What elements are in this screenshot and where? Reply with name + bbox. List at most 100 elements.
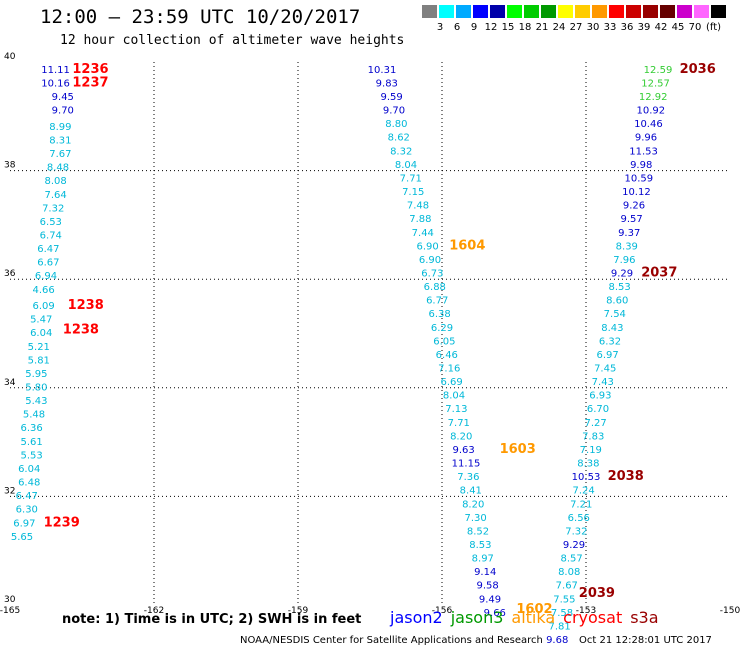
wave-height-label: 7.13 bbox=[445, 404, 467, 415]
wave-height-label: 9.45 bbox=[52, 92, 74, 103]
wave-height-label: 5.43 bbox=[25, 396, 47, 407]
x-tick-label: -150 bbox=[720, 606, 740, 616]
wave-height-label: 7.96 bbox=[613, 255, 635, 266]
wave-height-label: 7.45 bbox=[594, 364, 616, 375]
wave-height-label: 7.55 bbox=[553, 594, 575, 605]
wave-height-label: 8.31 bbox=[49, 135, 71, 146]
color-scale-swatch bbox=[473, 5, 489, 18]
color-scale-swatch bbox=[558, 5, 574, 18]
wave-height-label: 5.53 bbox=[20, 450, 42, 461]
wave-height-label: 8.43 bbox=[601, 323, 623, 334]
pass-time-label: 2039 bbox=[579, 586, 615, 601]
x-tick-label: -156 bbox=[432, 606, 453, 616]
timestamp-text: Oct 21 12:28:01 UTC 2017 bbox=[579, 635, 712, 646]
x-tick-label: -153 bbox=[576, 606, 596, 616]
color-scale-label: 33 bbox=[603, 22, 617, 33]
wave-height-label: 6.53 bbox=[40, 217, 62, 228]
pass-time-label: 1602 bbox=[516, 602, 552, 617]
wave-height-label: 7.81 bbox=[548, 621, 570, 632]
x-tick-label: -162 bbox=[144, 606, 164, 616]
wave-height-label: 6.04 bbox=[30, 328, 52, 339]
credit-text: NOAA/NESDIS Center for Satellite Applica… bbox=[240, 635, 543, 646]
wave-height-label: 11.53 bbox=[629, 146, 658, 157]
wave-height-label: 6.94 bbox=[35, 271, 57, 282]
wave-height-label: 6.74 bbox=[40, 230, 62, 241]
x-tick-label: -159 bbox=[288, 606, 309, 616]
color-scale-label: 24 bbox=[552, 22, 566, 33]
color-scale-label: 27 bbox=[569, 22, 583, 33]
wave-height-label: 9.57 bbox=[620, 214, 642, 225]
wave-height-label: 8.08 bbox=[558, 567, 580, 578]
color-scale-swatch bbox=[711, 5, 727, 18]
wave-height-label: 6.90 bbox=[419, 255, 441, 266]
color-scale-swatch bbox=[456, 5, 472, 18]
color-scale-swatch bbox=[677, 5, 693, 18]
wave-height-label: 10.59 bbox=[624, 173, 653, 184]
wave-height-label: 8.57 bbox=[560, 554, 582, 565]
wave-height-label: 7.67 bbox=[556, 581, 578, 592]
wave-height-label: 6.73 bbox=[421, 268, 443, 279]
wave-height-label: 6.09 bbox=[32, 301, 54, 312]
color-scale-swatch bbox=[490, 5, 506, 18]
wave-height-label: 5.80 bbox=[25, 383, 47, 394]
wave-height-label: 6.97 bbox=[13, 518, 35, 529]
wave-height-label: 6.38 bbox=[428, 309, 450, 320]
wave-height-label: 7.15 bbox=[402, 187, 424, 198]
legend-entry: s3a bbox=[630, 608, 659, 627]
wave-height-label: 10.53 bbox=[572, 472, 601, 483]
wave-height-label: 6.97 bbox=[596, 350, 618, 361]
color-scale-label: 6 bbox=[453, 22, 461, 33]
pass-time-label: 1604 bbox=[449, 238, 485, 253]
pass-time-label: 1236 bbox=[72, 62, 108, 77]
wave-height-label: 8.38 bbox=[577, 459, 599, 470]
color-scale-label: 15 bbox=[501, 22, 515, 33]
wave-height-label: 6.90 bbox=[416, 241, 438, 252]
wave-height-label: 11.11 bbox=[41, 65, 70, 76]
wave-height-label: 8.32 bbox=[390, 146, 412, 157]
color-scale-swatch bbox=[660, 5, 676, 18]
wave-height-label: 8.97 bbox=[472, 554, 494, 565]
wave-height-label: 6.56 bbox=[568, 513, 590, 524]
wave-height-label: 9.37 bbox=[618, 228, 640, 239]
wave-height-label: 12.57 bbox=[641, 78, 670, 89]
wave-height-label: 7.44 bbox=[412, 228, 434, 239]
y-tick-label: 32 bbox=[4, 486, 15, 496]
wave-height-label: 9.63 bbox=[452, 445, 474, 456]
wave-height-label: 8.20 bbox=[462, 499, 484, 510]
legend-entry: jason3 bbox=[450, 608, 504, 627]
pass-time-label: 1239 bbox=[44, 515, 80, 530]
wave-height-label: 6.93 bbox=[589, 391, 611, 402]
wave-height-label: 6.47 bbox=[16, 491, 38, 502]
wave-height-label: 9.83 bbox=[376, 78, 398, 89]
wave-height-label: 8.08 bbox=[44, 176, 66, 187]
wave-height-label: 7.58 bbox=[551, 608, 573, 619]
satellite-legend: jason2 jason3 altika cryosat s3a bbox=[390, 608, 667, 627]
wave-height-label: 8.39 bbox=[616, 241, 638, 252]
pass-time-label: 2036 bbox=[680, 62, 716, 77]
wave-height-label: 10.16 bbox=[41, 78, 70, 89]
color-scale-swatch bbox=[524, 5, 540, 18]
wave-height-label: 5.95 bbox=[25, 369, 47, 380]
wave-height-label: 9.59 bbox=[380, 92, 402, 103]
color-scale-unit: (ft) bbox=[706, 22, 722, 33]
wave-height-label: 7.32 bbox=[565, 526, 587, 537]
pass-time-label: 2037 bbox=[641, 265, 677, 280]
wave-height-label: 8.04 bbox=[395, 160, 417, 171]
wave-height-label: 9.58 bbox=[476, 581, 498, 592]
wave-height-label: 7.27 bbox=[584, 418, 606, 429]
wave-height-label: 6.77 bbox=[426, 296, 448, 307]
wave-height-label: 9.66 bbox=[484, 608, 506, 619]
wave-height-label: 8.53 bbox=[469, 540, 491, 551]
color-scale-swatch bbox=[422, 5, 438, 18]
wave-height-label: 6.47 bbox=[37, 244, 59, 255]
wave-height-label: 5.81 bbox=[28, 355, 50, 366]
color-scale-swatch bbox=[643, 5, 659, 18]
wave-height-label: 6.36 bbox=[20, 423, 42, 434]
wave-height-label: 8.04 bbox=[443, 391, 465, 402]
wave-height-label: 6.48 bbox=[18, 478, 40, 489]
note-text: note: 1) Time is in UTC; 2) SWH is in fe… bbox=[62, 612, 362, 627]
y-tick-label: 36 bbox=[4, 269, 16, 279]
wave-height-label: 7.54 bbox=[604, 309, 626, 320]
x-tick-label: -165 bbox=[0, 606, 20, 616]
